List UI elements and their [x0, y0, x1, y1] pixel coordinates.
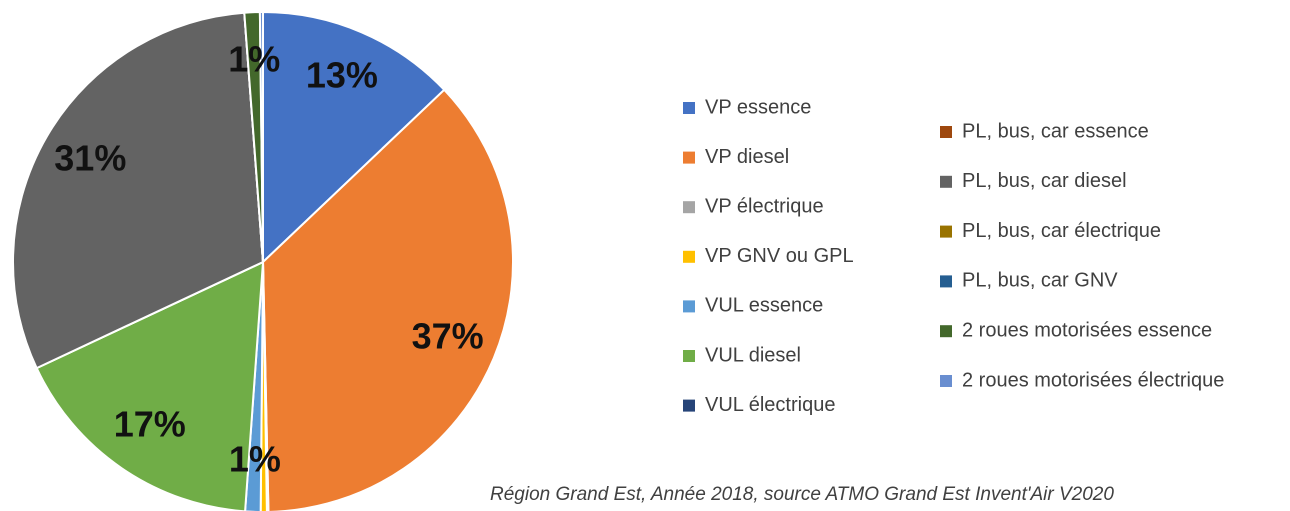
legend-label: PL, bus, car électrique	[962, 220, 1161, 242]
legend-swatch	[683, 102, 695, 114]
legend-label: PL, bus, car essence	[962, 120, 1149, 142]
legend-swatch	[683, 201, 695, 214]
legend-swatch	[940, 375, 952, 387]
legend-label: VUL diesel	[705, 344, 801, 366]
legend-swatch	[940, 126, 952, 138]
pie-slice	[261, 88, 514, 511]
pie-slice	[258, 10, 264, 263]
data-label: 13%	[306, 55, 378, 96]
pie-slice	[35, 260, 265, 511]
legend-label: VP GNV ou GPL	[705, 245, 854, 267]
caption: Région Grand Est, Année 2018, source ATM…	[490, 484, 1114, 505]
legend-label: 2 roues motorisées essence	[962, 319, 1212, 341]
legend-swatch	[940, 175, 952, 188]
legend-label: VUL essence	[705, 295, 823, 317]
legend-label: 2 roues motorisées électrique	[962, 369, 1224, 391]
legend-swatch	[683, 300, 695, 313]
legend-swatch	[940, 275, 952, 288]
pie-slice	[12, 11, 265, 370]
data-label: 37%	[412, 315, 484, 356]
data-label: 31%	[54, 138, 126, 179]
legend-swatch	[940, 225, 952, 238]
data-label: 1%	[229, 438, 281, 479]
legend-swatch	[683, 151, 695, 164]
legend-swatch	[683, 350, 695, 362]
legend-label: VP essence	[705, 96, 811, 118]
legend-swatch	[683, 399, 695, 412]
legend-swatch	[683, 250, 695, 263]
legend-swatch	[940, 325, 952, 338]
data-label: 17%	[114, 403, 186, 444]
legend-label: VP électrique	[705, 195, 824, 217]
data-label: 1%	[228, 39, 280, 80]
legend-label: PL, bus, car diesel	[962, 170, 1127, 192]
legend-label: PL, bus, car GNV	[962, 270, 1118, 292]
legend-label: VUL électrique	[705, 394, 835, 416]
pie-slice	[262, 10, 446, 265]
legend-label: VP diesel	[705, 146, 789, 168]
